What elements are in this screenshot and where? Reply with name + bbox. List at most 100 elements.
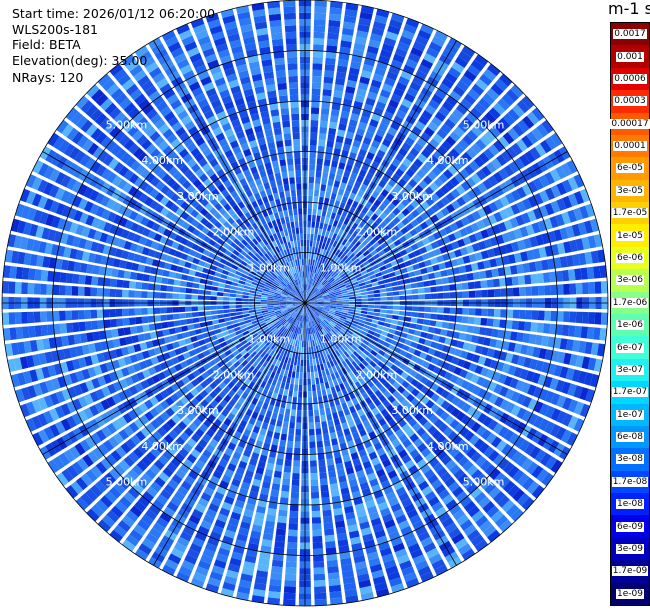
ppi-gate	[531, 222, 541, 234]
ppi-gate	[365, 346, 373, 353]
ppi-gate	[141, 282, 149, 290]
ppi-gate	[392, 315, 399, 320]
ppi-gate	[281, 427, 288, 435]
ppi-gate	[151, 339, 160, 347]
ppi-gate	[423, 53, 437, 64]
ppi-gate	[225, 261, 233, 268]
ppi-gate	[324, 534, 335, 542]
ppi-gate	[420, 132, 431, 142]
ppi-gate	[198, 289, 205, 295]
ppi-gate	[323, 165, 330, 173]
ppi-gate	[315, 318, 321, 324]
ppi-gate	[305, 277, 307, 285]
ppi-gate	[44, 351, 53, 364]
ppi-gate	[162, 245, 171, 254]
ppi-gate	[362, 214, 370, 223]
ppi-gate	[225, 280, 233, 285]
ppi-gate	[440, 411, 450, 422]
ppi-gate	[310, 314, 314, 320]
ppi-gate	[477, 182, 488, 194]
ppi-gate	[344, 394, 351, 402]
ppi-gate	[311, 304, 318, 307]
ppi-gate	[568, 269, 576, 281]
ppi-gate	[326, 333, 332, 340]
ppi-gate	[316, 260, 320, 268]
ppi-gate	[119, 259, 127, 269]
ppi-gate	[337, 59, 349, 67]
ppi-gate	[394, 47, 408, 58]
ppi-gate	[429, 182, 439, 192]
ppi-gate	[91, 217, 101, 229]
ppi-gate	[173, 491, 186, 502]
ppi-gate	[279, 503, 288, 511]
ppi-gate	[259, 279, 266, 284]
ppi-gate	[385, 337, 393, 344]
ppi-gate	[278, 316, 285, 321]
ppi-gate	[419, 246, 428, 254]
ppi-gate	[341, 264, 348, 270]
ppi-gate	[332, 186, 339, 194]
ppi-gate	[284, 408, 291, 416]
ppi-gate	[341, 422, 349, 430]
ppi-gate	[461, 116, 474, 129]
ppi-gate	[354, 217, 362, 225]
ppi-gate	[287, 295, 294, 299]
ppi-gate	[269, 495, 279, 504]
ppi-gate	[188, 422, 198, 432]
ppi-gate	[426, 266, 434, 273]
ppi-gate	[466, 406, 477, 417]
ppi-gate	[418, 306, 425, 312]
ppi-gate	[210, 335, 218, 342]
ppi-gate	[569, 283, 577, 295]
ppi-gate	[300, 334, 303, 341]
ppi-gate	[475, 138, 487, 151]
ppi-gate	[309, 435, 316, 442]
ppi-gate	[230, 511, 241, 521]
ppi-gate	[312, 312, 318, 318]
ppi-gate	[117, 416, 128, 428]
ppi-gate	[326, 185, 333, 193]
ppi-gate	[263, 353, 269, 360]
ppi-gate	[530, 322, 538, 333]
ppi-gate	[445, 403, 456, 414]
ppi-gate	[305, 303, 312, 305]
ppi-gate	[427, 326, 436, 334]
ppi-gate	[240, 481, 251, 491]
ppi-gate	[483, 204, 493, 215]
ppi-gate	[409, 323, 417, 329]
ppi-gate	[489, 468, 501, 481]
ppi-gate	[328, 367, 334, 375]
ppi-gate	[444, 337, 453, 346]
ppi-gate	[309, 327, 313, 334]
ppi-gate	[171, 414, 181, 424]
ppi-gate	[282, 328, 287, 335]
ppi-gate	[351, 411, 359, 420]
ppi-gate	[248, 365, 255, 373]
ppi-gate	[367, 294, 375, 298]
ppi-gate	[306, 309, 310, 316]
ppi-gate	[215, 333, 224, 339]
ppi-gate	[360, 183, 368, 192]
ppi-gate	[154, 322, 163, 330]
ppi-gate	[447, 364, 457, 373]
ppi-gate	[549, 271, 557, 283]
ppi-gate	[320, 490, 330, 498]
ppi-gate	[395, 404, 405, 413]
ppi-gate	[251, 376, 259, 384]
ppi-gate	[386, 404, 395, 413]
ppi-gate	[327, 419, 334, 427]
ppi-gate	[401, 454, 412, 464]
ppi-gate	[468, 253, 477, 263]
ppi-gate	[341, 312, 348, 316]
ppi-gate	[249, 458, 258, 467]
ppi-gate	[498, 168, 509, 180]
ppi-gate	[350, 113, 360, 122]
ppi-gate	[388, 65, 401, 75]
ppi-gate	[15, 388, 25, 403]
ppi-gate	[109, 486, 122, 499]
ppi-gate	[235, 298, 242, 301]
ppi-gate	[470, 143, 482, 155]
ppi-gate	[259, 394, 266, 402]
ppi-gate	[274, 541, 285, 549]
ppi-gate	[430, 313, 438, 320]
